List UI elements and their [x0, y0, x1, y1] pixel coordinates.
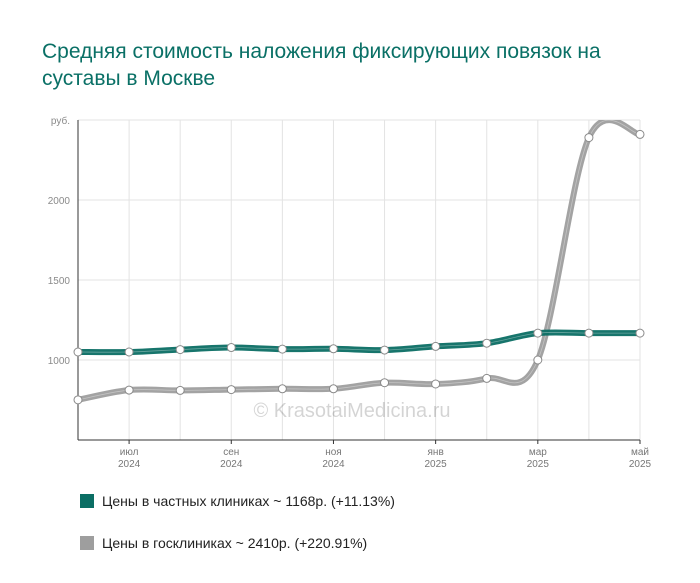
data-point[interactable] — [124, 347, 134, 357]
data-point[interactable] — [73, 395, 83, 405]
x-tick-year: 2024 — [118, 459, 141, 470]
data-point[interactable] — [380, 345, 390, 355]
x-tick-month: сен — [223, 447, 239, 458]
legend-swatch-private — [80, 494, 94, 508]
data-point[interactable] — [277, 344, 287, 354]
series-line-0 — [75, 329, 643, 356]
line-chart: 100015002000руб.июл2024сен2024ноя2024янв… — [48, 115, 652, 470]
data-point[interactable] — [277, 384, 287, 394]
data-point[interactable] — [226, 343, 236, 353]
data-point[interactable] — [226, 385, 236, 395]
data-point[interactable] — [124, 385, 134, 395]
data-point[interactable] — [328, 384, 338, 394]
x-tick-month: янв — [428, 447, 444, 458]
watermark: © KrasotaiMedicina.ru — [253, 400, 450, 422]
series-group — [75, 120, 643, 403]
series-line-highlight-1 — [77, 120, 641, 401]
x-tick-year: 2025 — [425, 459, 448, 470]
data-point[interactable] — [584, 328, 594, 338]
chart-title: Средняя стоимость наложения фиксирующих … — [42, 40, 601, 90]
axes: 100015002000руб.июл2024сен2024ноя2024янв… — [48, 115, 652, 470]
y-tick-label: 2000 — [48, 196, 71, 207]
x-tick-month: май — [631, 447, 649, 458]
data-point[interactable] — [482, 373, 492, 383]
x-tick-year: 2025 — [629, 459, 652, 470]
data-point[interactable] — [175, 385, 185, 395]
x-tick-year: 2024 — [322, 459, 345, 470]
y-unit-label: руб. — [51, 115, 70, 127]
data-point[interactable] — [73, 347, 83, 357]
legend-label-private: Цены в частных клиниках ~ 1168р. (+11.13… — [102, 493, 395, 509]
data-point[interactable] — [635, 328, 645, 338]
data-point[interactable] — [635, 129, 645, 139]
data-point[interactable] — [431, 341, 441, 351]
x-tick-year: 2024 — [220, 459, 243, 470]
data-point[interactable] — [328, 344, 338, 354]
points-group — [73, 129, 645, 405]
series-line-1 — [75, 120, 643, 403]
legend-item-public[interactable]: Цены в госклиниках ~ 2410р. (+220.91%) — [80, 532, 395, 554]
legend-swatch-public — [80, 536, 94, 550]
legend-label-public: Цены в госклиниках ~ 2410р. (+220.91%) — [102, 535, 368, 551]
data-point[interactable] — [533, 355, 543, 365]
data-point[interactable] — [584, 133, 594, 143]
data-point[interactable] — [482, 338, 492, 348]
y-tick-label: 1000 — [48, 356, 71, 367]
data-point[interactable] — [533, 328, 543, 338]
data-point[interactable] — [431, 379, 441, 389]
legend: Цены в частных клиниках ~ 1168р. (+11.13… — [80, 490, 395, 574]
x-tick-month: мар — [529, 447, 547, 458]
y-tick-label: 1500 — [48, 276, 71, 287]
data-point[interactable] — [175, 345, 185, 355]
x-tick-year: 2025 — [527, 459, 550, 470]
x-tick-month: июл — [120, 447, 139, 458]
data-point[interactable] — [380, 378, 390, 388]
legend-item-private[interactable]: Цены в частных клиниках ~ 1168р. (+11.13… — [80, 490, 395, 512]
x-tick-month: ноя — [325, 447, 342, 458]
